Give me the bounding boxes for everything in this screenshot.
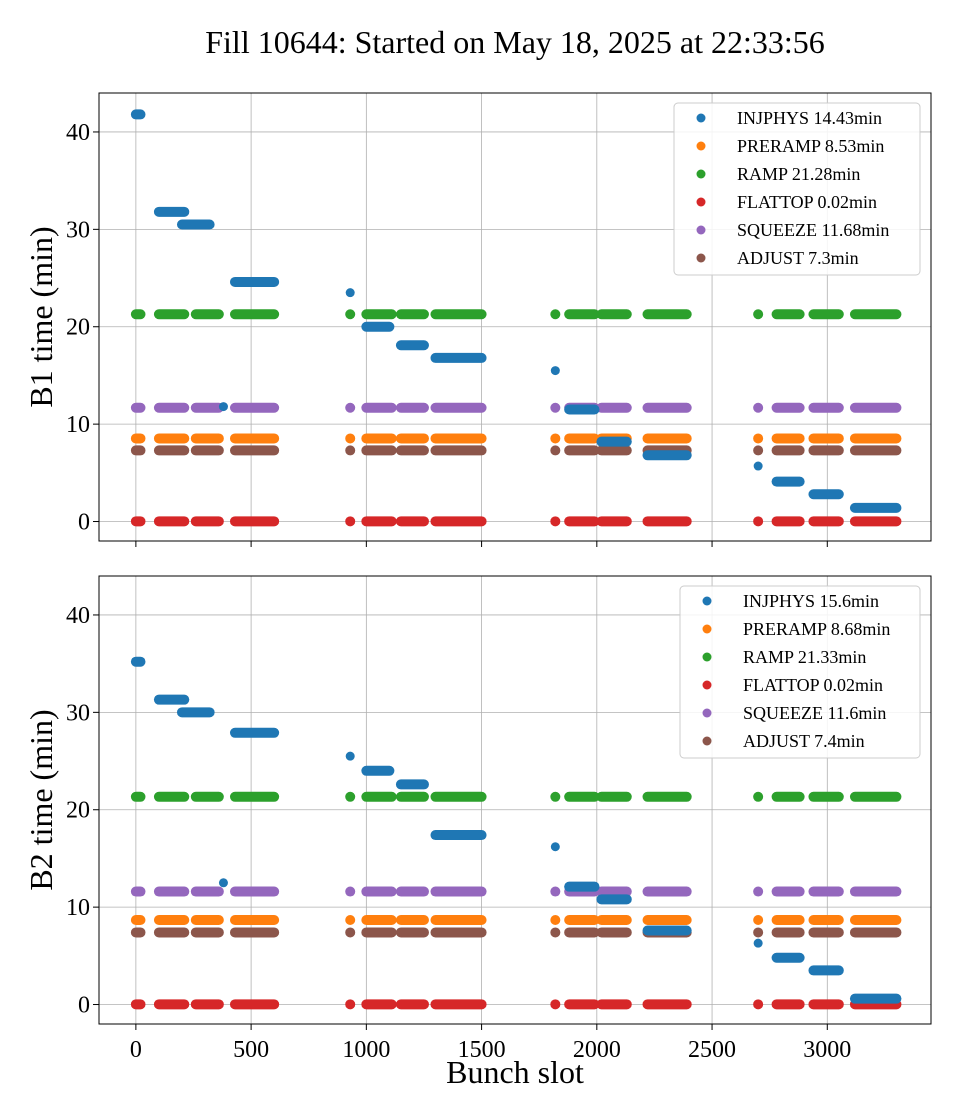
legend-box [673, 102, 921, 276]
y-axis-label: B1 time (min) [23, 226, 59, 407]
x-tick-label: 1500 [458, 1037, 506, 1063]
legend-marker [702, 708, 712, 718]
point-injphys [345, 288, 355, 298]
x-tick-label: 500 [233, 1037, 269, 1063]
y-tick-label: 30 [66, 217, 90, 243]
legend-label: RAMP 21.33min [743, 647, 866, 667]
legend-marker [702, 680, 712, 690]
point-injphys [218, 402, 228, 412]
legend-marker [696, 169, 706, 179]
legend-marker [696, 113, 706, 123]
x-tick-label: 2000 [573, 1037, 621, 1063]
axes-frame [98, 92, 932, 542]
x-axis-label: Bunch slot [446, 1054, 584, 1090]
legend-marker [702, 624, 712, 634]
y-tick-label: 20 [66, 315, 90, 341]
axes-frame [98, 575, 932, 1025]
x-tick-label: 0 [130, 1037, 142, 1063]
y-tick-label: 0 [78, 510, 90, 536]
y-tick-label: 10 [66, 895, 90, 921]
x-tick-label: 1000 [342, 1037, 390, 1063]
y-axis-label: B2 time (min) [23, 709, 59, 890]
legend-label: FLATTOP 0.02min [737, 192, 877, 212]
chart-title: Fill 10644: Started on May 18, 2025 at 2… [205, 24, 825, 60]
x-tick-label: 2500 [688, 1037, 736, 1063]
y-tick-label: 40 [66, 603, 90, 629]
legend-label: PRERAMP 8.68min [743, 619, 890, 639]
legend: INJPHYS 15.6min PRERAMP 8.68min RAMP 21.33… [679, 585, 921, 759]
legend-label: SQUEEZE 11.68min [737, 220, 889, 240]
point-injphys [345, 751, 355, 761]
panel-b2: 0 500 1000 1500 2000 2500 3000 0 10 20 30 40 B2 time… [23, 575, 932, 1090]
x-tick-label: 3000 [803, 1037, 851, 1063]
legend-label: FLATTOP 0.02min [743, 675, 883, 695]
point-injphys [753, 461, 763, 471]
legend-label: INJPHYS 14.43min [737, 108, 882, 128]
data-marks [130, 656, 902, 1010]
y-tick-label: 40 [66, 120, 90, 146]
legend-label: INJPHYS 15.6min [743, 591, 879, 611]
point-injphys [550, 366, 560, 376]
legend-marker [702, 596, 712, 606]
legend-marker [696, 225, 706, 235]
y-tick-label: 0 [78, 993, 90, 1019]
panel-b1: 0 10 20 30 40 B1 time (min) INJPHYS 14.43min PR… [23, 92, 932, 547]
legend-marker [696, 141, 706, 151]
point-injphys [218, 878, 228, 888]
y-tick-label: 20 [66, 798, 90, 824]
legend-label: ADJUST 7.3min [737, 248, 859, 268]
legend-box [679, 585, 921, 759]
point-injphys [753, 938, 763, 948]
legend-label: SQUEEZE 11.6min [743, 703, 886, 723]
legend-label: RAMP 21.28min [737, 164, 860, 184]
y-tick-label: 10 [66, 412, 90, 438]
legend-marker [702, 652, 712, 662]
legend-marker [696, 197, 706, 207]
y-tick-label: 30 [66, 700, 90, 726]
legend-marker [696, 253, 706, 263]
legend-label: PRERAMP 8.53min [737, 136, 884, 156]
data-marks [130, 109, 902, 527]
legend-label: ADJUST 7.4min [743, 731, 865, 751]
legend: INJPHYS 14.43min PRERAMP 8.53min RAMP 21.2… [673, 102, 921, 276]
point-injphys [550, 842, 560, 852]
legend-marker [702, 736, 712, 746]
